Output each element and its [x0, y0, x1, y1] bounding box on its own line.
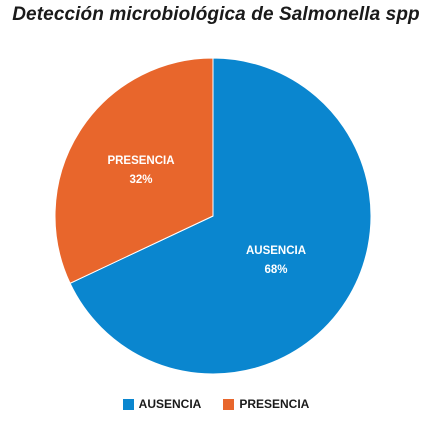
legend-item-presencia: PRESENCIA [223, 397, 309, 411]
slice-label-ausencia: AUSENCIA [246, 245, 306, 257]
pie-slice-presencia [54, 57, 214, 284]
legend-label-ausencia: AUSENCIA [138, 397, 202, 411]
legend-label-presencia: PRESENCIA [239, 397, 310, 411]
pie-slice-ausencia [69, 57, 372, 375]
legend: AUSENCIA PRESENCIA [0, 397, 432, 411]
legend-item-ausencia: AUSENCIA [122, 397, 202, 411]
slice-value-presencia: 32% [129, 174, 152, 186]
chart-title: Detección microbiológica de Salmonella s… [12, 4, 420, 25]
legend-swatch-presencia [223, 398, 235, 410]
legend-swatch-ausencia [122, 398, 134, 410]
slice-value-ausencia: 68% [264, 264, 287, 276]
slice-label-presencia: PRESENCIA [107, 155, 174, 167]
